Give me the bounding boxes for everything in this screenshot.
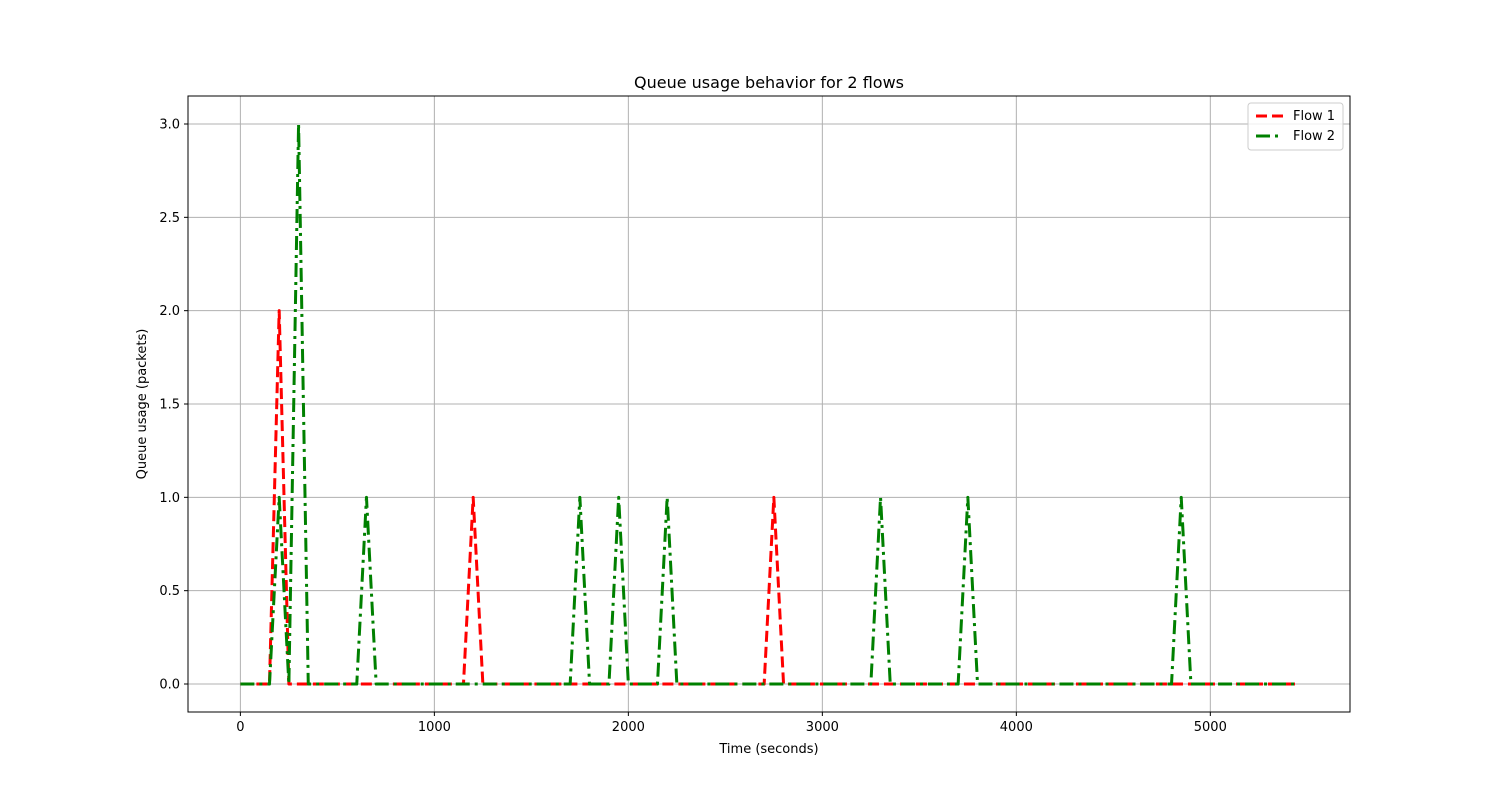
legend-box: [1247, 102, 1344, 151]
x-tick-label: 5000: [1194, 720, 1227, 735]
x-tick-label: 4000: [1000, 720, 1033, 735]
x-tick-label: 0: [236, 720, 244, 735]
series-line-flow-2: [240, 122, 1298, 686]
series-line-flow-1: [240, 309, 1298, 686]
y-tick-label: 2.0: [159, 304, 180, 319]
series-layer: [240, 122, 1298, 686]
y-tick-label: 1.0: [159, 491, 180, 506]
y-tick-label: 0.0: [159, 678, 180, 693]
legend-label-flow-1: Flow 1: [1293, 109, 1335, 124]
x-tick-label: 1000: [418, 720, 451, 735]
y-tick-label: 0.5: [159, 584, 180, 599]
y-tick-label: 2.5: [159, 211, 180, 226]
y-axis-label: Queue usage (packets): [135, 329, 150, 480]
legend: Flow 1 Flow 2: [1247, 102, 1344, 151]
x-axis-label: Time (seconds): [718, 742, 818, 757]
y-tick-label: 3.0: [159, 118, 180, 133]
y-axis-ticks: 0.0 0.5 1.0 1.5 2.0 2.5 3.0: [159, 118, 188, 693]
y-tick-label: 1.5: [159, 398, 180, 413]
x-tick-label: 3000: [806, 720, 839, 735]
x-axis-ticks: 0 1000 2000 3000 4000 5000: [236, 712, 1227, 735]
legend-label-flow-2: Flow 2: [1293, 129, 1335, 144]
x-tick-label: 2000: [612, 720, 645, 735]
chart-title: Queue usage behavior for 2 flows: [634, 73, 904, 92]
